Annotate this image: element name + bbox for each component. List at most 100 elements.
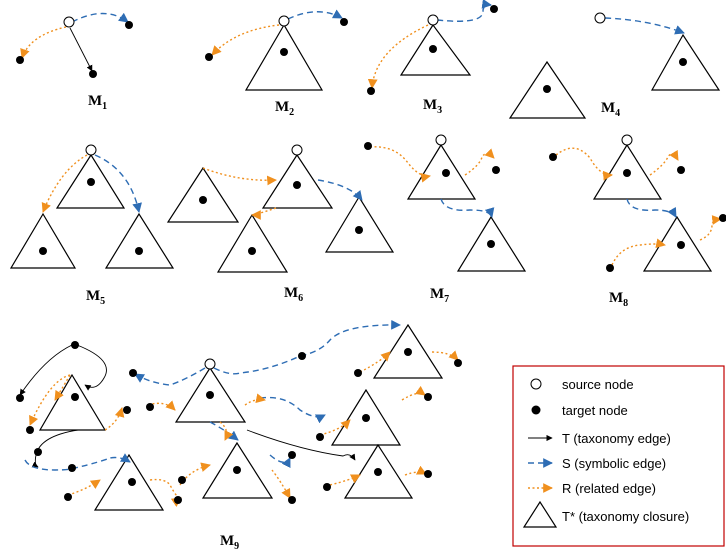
symbolic-edge [134, 367, 206, 386]
target-node [364, 142, 372, 150]
target-node [26, 426, 34, 434]
target-node [549, 153, 557, 161]
related-edge [20, 26, 67, 59]
related-edge [555, 147, 613, 181]
legend-target-node: target node [531, 403, 628, 418]
target-node [362, 414, 370, 422]
motif-letter: M [86, 288, 100, 304]
motif-letter: M [275, 99, 289, 115]
related-edge [202, 167, 277, 186]
motif-m8: M8 [549, 134, 726, 309]
motif-m3: M3 [367, 0, 498, 116]
taxonomy-closure-icon [522, 500, 558, 528]
source-node [85, 144, 97, 156]
motif-label: M9 [220, 533, 239, 552]
target-node [293, 181, 301, 189]
related-edge [147, 400, 176, 411]
motif-m4: M4 [508, 12, 721, 119]
target-node [323, 483, 331, 491]
target-node [178, 476, 186, 484]
target-node [374, 468, 382, 476]
symbolic-edge [24, 453, 131, 471]
taxonomy-closure-triangle [324, 195, 395, 253]
motif-label: M2 [275, 99, 294, 118]
motif-m5: M5 [9, 144, 175, 307]
target-node [39, 247, 47, 255]
source-node [291, 144, 303, 156]
target-node [288, 496, 296, 504]
symbolic-edge [604, 17, 685, 35]
target-node [340, 18, 348, 26]
legend-label: source node [562, 377, 634, 392]
target-node [146, 403, 154, 411]
source-node [63, 16, 75, 28]
target-node [68, 464, 76, 472]
related-edge [464, 148, 495, 176]
taxonomy-closure-triangle [244, 23, 324, 91]
legend: source node target node T (taxonomy edge… [512, 365, 725, 547]
source-node [621, 134, 633, 146]
target-node [429, 45, 437, 53]
legend-label: S (symbolic edge) [562, 456, 666, 471]
motif-m2: M2 [205, 9, 348, 118]
related-edge [699, 215, 722, 241]
motif-subscript: 6 [298, 293, 303, 304]
target-node [454, 359, 462, 367]
related-edge [54, 374, 71, 401]
symbolic-edge [440, 198, 495, 218]
taxonomy-closure-triangle [406, 143, 477, 200]
legend-label: T* (taxonomy closure) [562, 509, 689, 524]
target-node [16, 394, 24, 402]
source-node [204, 358, 216, 370]
motif-label: M8 [609, 290, 628, 309]
motif-subscript: 2 [289, 107, 294, 118]
target-node [87, 178, 95, 186]
related-edge [244, 393, 266, 406]
related-edge [649, 149, 679, 176]
target-node [367, 87, 375, 95]
target-node [89, 70, 97, 78]
symbolic-edge [436, 0, 492, 22]
symbolic-edge [71, 12, 129, 23]
target-node [719, 214, 726, 222]
target-node [404, 348, 412, 356]
related-edge [271, 469, 291, 499]
symbolic-edge [626, 198, 677, 218]
target-node [280, 48, 288, 56]
motif-letter: M [609, 290, 623, 306]
motif-subscript: 7 [444, 294, 449, 305]
taxonomy-closure-triangle [104, 212, 175, 269]
target-node [205, 53, 213, 61]
motif-subscript: 5 [100, 296, 105, 307]
target-node [606, 264, 614, 272]
related-edge [367, 24, 429, 89]
legend-source-node: source node [530, 377, 634, 392]
legend-label: target node [562, 403, 628, 418]
taxonomy-closure-triangle [38, 373, 107, 431]
target-node [442, 169, 450, 177]
target-node [135, 247, 143, 255]
symbolic-edge [317, 179, 363, 201]
target-node [424, 470, 432, 478]
target-node [424, 393, 432, 401]
related-edge [319, 419, 351, 436]
target-node-icon [531, 405, 541, 415]
motif-letter: M [430, 286, 444, 302]
target-node [354, 369, 362, 377]
legend-related-edge: R (related edge) [528, 481, 656, 496]
target-node [64, 493, 72, 501]
source-node [427, 14, 439, 26]
motif-m1: M1 [16, 12, 133, 112]
target-node [71, 341, 79, 349]
motif-letter: M [601, 100, 615, 116]
target-node [123, 406, 131, 414]
motif-letter: M [220, 533, 234, 549]
motif-m9: M9 [16, 319, 462, 552]
motif-label: M6 [284, 285, 303, 304]
motif-letter: M [88, 93, 102, 109]
symbolic-edge [269, 454, 291, 469]
motif-label: M3 [423, 97, 442, 116]
symbolic-edge [209, 421, 239, 441]
motif-letter: M [284, 285, 298, 301]
taxonomy-edge [246, 429, 356, 461]
